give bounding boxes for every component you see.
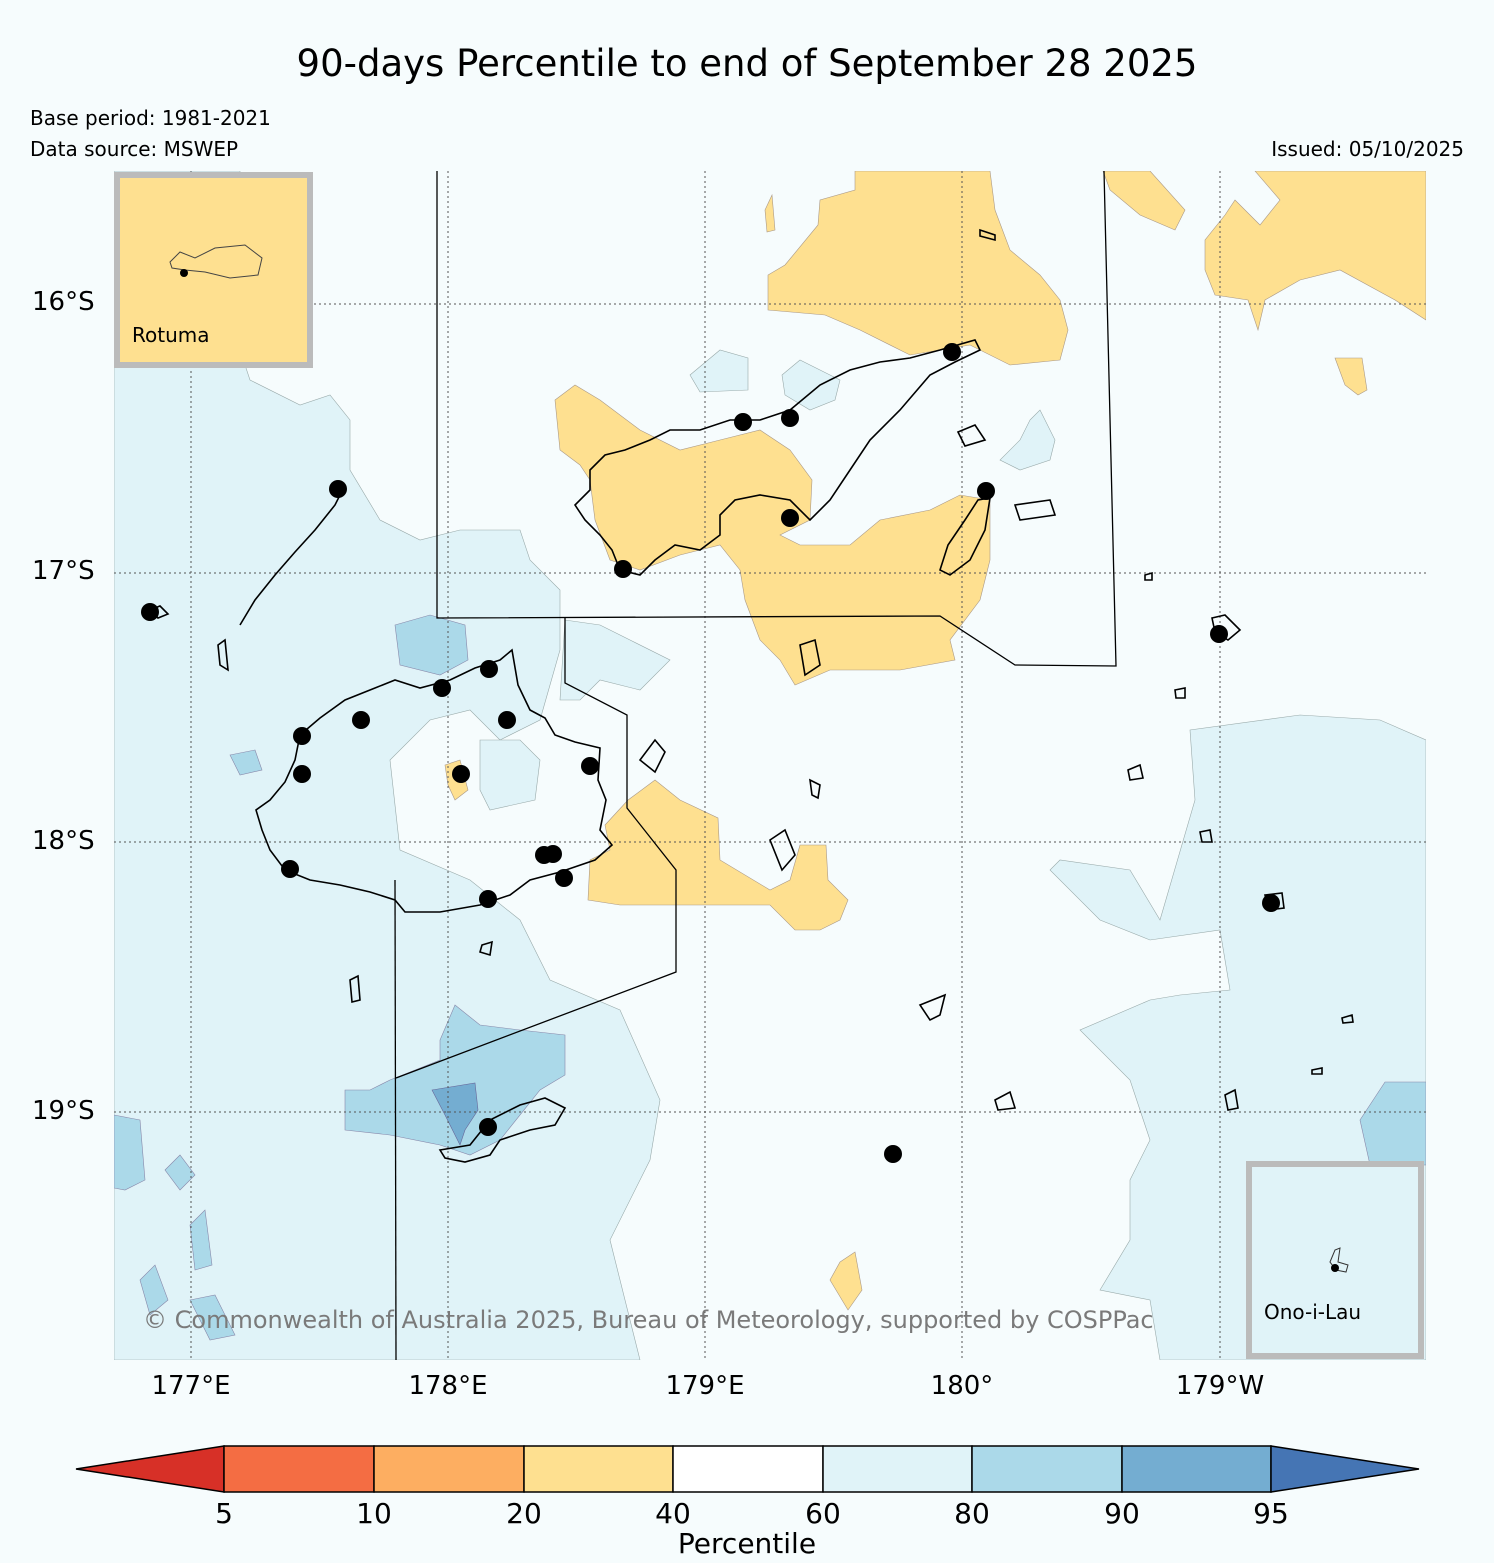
colorbar-tick: 5 — [215, 1497, 233, 1530]
viti-levu-coast — [255, 648, 614, 913]
below-normal-region-vanua — [554, 384, 991, 686]
rotuma-label: Rotuma — [132, 323, 210, 347]
colorbar — [75, 1445, 1420, 1493]
colorbar-tick: 60 — [805, 1497, 841, 1530]
ono-i-lau-label: Ono-i-Lau — [1264, 1300, 1362, 1324]
ono-i-lau-inset — [1246, 1161, 1424, 1359]
percentile-80-90-region — [189, 1209, 213, 1271]
above-normal-region-east-2 — [999, 409, 1056, 471]
colorbar-tick: 20 — [506, 1497, 542, 1530]
lon-label-180: 180° — [930, 1371, 994, 1401]
below-normal-region-northeast — [1204, 171, 1426, 332]
percentile-90-95-region — [431, 1082, 479, 1146]
colorbar-tick: 80 — [954, 1497, 990, 1530]
lat-label-16s: 16°S — [32, 287, 95, 317]
percentile-80-90-region — [189, 1294, 236, 1341]
below-normal-region-south — [829, 1251, 863, 1311]
data-source-label: Data source: MSWEP — [30, 137, 239, 161]
above-normal-region-central — [559, 619, 671, 701]
percentile-80-90-region — [114, 1114, 146, 1191]
lon-label-178e: 178°E — [408, 1371, 488, 1401]
colorbar-tick: 95 — [1253, 1497, 1289, 1530]
lon-label-179e: 179°E — [665, 1371, 745, 1401]
colorbar-tick: 40 — [655, 1497, 691, 1530]
above-normal-region-central-2 — [479, 739, 541, 811]
map-title: 90-days Percentile to end of September 2… — [296, 42, 1198, 85]
percentile-80-90-region — [139, 1264, 169, 1316]
colorbar-tick: 10 — [356, 1497, 392, 1530]
percentile-80-90-region — [394, 614, 469, 676]
lon-label-177e: 177°E — [151, 1371, 231, 1401]
below-normal-region-small — [764, 193, 776, 233]
rotuma-inset — [114, 172, 313, 368]
percentile-80-90-region — [1359, 1081, 1426, 1166]
yasawa-coast — [239, 494, 341, 626]
below-normal-region-southeast — [587, 779, 849, 931]
station-markers — [141, 343, 1280, 1163]
below-normal-region-small — [1334, 357, 1368, 396]
lat-label-19s: 19°S — [32, 1096, 95, 1126]
above-normal-region-north-2 — [781, 359, 841, 411]
percentile-80-90-region — [229, 749, 263, 776]
base-period-label: Base period: 1981-2021 — [30, 106, 271, 130]
issued-date-label: Issued: 05/10/2025 — [1271, 137, 1464, 161]
lat-label-17s: 17°S — [32, 556, 95, 586]
colorbar-label: Percentile — [677, 1527, 817, 1560]
division-boundaries — [394, 171, 1117, 1360]
colorbar-tick: 90 — [1104, 1497, 1140, 1530]
lat-label-18s: 18°S — [32, 826, 95, 856]
copyright-notice: © Commonwealth of Australia 2025, Bureau… — [143, 1306, 1154, 1334]
lon-label-179w: 179°W — [1175, 1371, 1265, 1401]
below-normal-region-north-2 — [1102, 171, 1186, 231]
percentile-80-90-region — [164, 1154, 196, 1191]
